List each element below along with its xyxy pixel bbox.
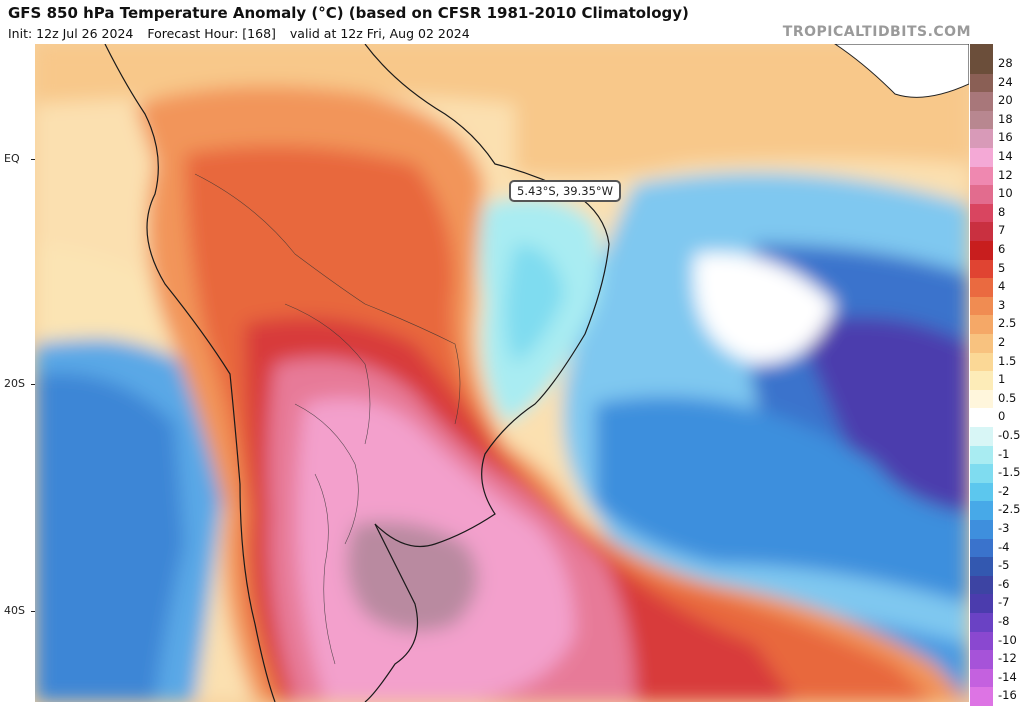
lat-label-40s: 40S (4, 604, 25, 617)
colorbar-swatch (970, 296, 993, 316)
lat-tick-20s (31, 384, 36, 385)
colorbar-swatch (970, 203, 993, 223)
colorbar-label: 4 (998, 279, 1006, 294)
colorbar-label: -5 (998, 558, 1010, 573)
colorbar-swatch (970, 557, 993, 577)
colorbar-swatch (970, 259, 993, 279)
colorbar-swatch (970, 278, 993, 298)
colorbar-label: 0 (998, 409, 1006, 424)
colorbar-label: -1.5 (998, 465, 1021, 480)
colorbar-label: 16 (998, 130, 1013, 145)
colorbar-swatch (970, 427, 993, 447)
colorbar-swatch (970, 92, 993, 112)
colorbar-swatch (970, 389, 993, 409)
colorbar-label: 1 (998, 372, 1006, 387)
forecast-hour: Forecast Hour: [168] (147, 26, 276, 41)
colorbar-swatch (970, 315, 993, 335)
colorbar-swatch (970, 594, 993, 614)
colorbar-label: -4 (998, 539, 1010, 554)
colorbar-label: -14 (998, 669, 1017, 684)
colorbar-swatch (970, 110, 993, 130)
colorbar-label: 12 (998, 167, 1013, 182)
colorbar-swatch (970, 352, 993, 372)
colorbar-label: 28 (998, 56, 1013, 70)
colorbar-swatch (970, 631, 993, 651)
map-subtitle: Init: 12z Jul 26 2024 Forecast Hour: [16… (8, 26, 480, 41)
colorbar-label: 1.5 (998, 353, 1017, 368)
colorbar-swatch (970, 148, 993, 168)
colorbar-label: 18 (998, 111, 1013, 126)
colorbar (970, 44, 993, 706)
colorbar-label: 3 (998, 297, 1006, 312)
colorbar-label: -2.5 (998, 502, 1021, 517)
valid-time: valid at 12z Fri, Aug 02 2024 (289, 26, 470, 41)
colorbar-label: 24 (998, 74, 1013, 89)
colorbar-label: -7 (998, 595, 1010, 610)
country-borders (194, 173, 461, 665)
colorbar-swatch (970, 334, 993, 354)
colorbar-label: -6 (998, 576, 1010, 591)
colorbar-label: 2.5 (998, 316, 1017, 331)
colorbar-label: 7 (998, 223, 1006, 238)
colorbar-label: -12 (998, 651, 1017, 666)
colorbar-swatch (970, 650, 993, 670)
anomaly-map[interactable] (35, 44, 969, 702)
colorbar-swatch (970, 464, 993, 484)
colorbar-swatch (970, 371, 993, 391)
colorbar-label: -1 (998, 446, 1010, 461)
coastlines (104, 44, 610, 702)
colorbar-label: -8 (998, 614, 1010, 628)
colorbar-swatch (970, 482, 993, 502)
colorbar-cap (970, 44, 993, 55)
lat-label-eq: EQ (4, 152, 20, 165)
colorbar-label: 8 (998, 204, 1006, 219)
colorbar-swatch (970, 538, 993, 558)
lat-tick-40s (31, 611, 36, 612)
colorbar-swatch (970, 129, 993, 149)
colorbar-swatch (970, 166, 993, 186)
colorbar-swatch (970, 222, 993, 242)
lat-tick-eq (31, 159, 36, 160)
colorbar-label: -0.5 (998, 428, 1021, 442)
colorbar-label: 2 (998, 335, 1006, 349)
colorbar-label: 20 (998, 93, 1013, 108)
colorbar-swatch (970, 185, 993, 205)
colorbar-swatch (970, 520, 993, 540)
colorbar-label: 10 (998, 186, 1013, 201)
colorbar-label: -16 (998, 688, 1017, 703)
colorbar-swatch (970, 668, 993, 688)
colorbar-swatch (970, 241, 993, 261)
colorbar-label: 0.5 (998, 390, 1017, 405)
colorbar-label: -10 (998, 632, 1017, 647)
colorbar-label: 6 (998, 242, 1006, 256)
source-watermark: TROPICALTIDBITS.COM (782, 24, 971, 40)
colorbar-label: 14 (998, 149, 1013, 163)
colorbar-swatch (970, 687, 993, 706)
init-time: Init: 12z Jul 26 2024 (8, 26, 134, 41)
colorbar-swatch (970, 501, 993, 521)
anomaly-field (35, 44, 969, 702)
colorbar-swatch (970, 55, 993, 75)
colorbar-swatch (970, 73, 993, 93)
map-title: GFS 850 hPa Temperature Anomaly (°C) (ba… (8, 4, 689, 22)
colorbar-label: -3 (998, 521, 1010, 535)
colorbar-swatch (970, 445, 993, 465)
lat-label-20s: 20S (4, 377, 25, 390)
colorbar-label: 5 (998, 260, 1006, 275)
colorbar-swatch (970, 575, 993, 595)
africa-landmass (834, 44, 969, 98)
cursor-coordinate-tooltip: 5.43°S, 39.35°W (509, 180, 622, 202)
colorbar-swatch (970, 408, 993, 428)
colorbar-swatch (970, 613, 993, 633)
colorbar-label: -2 (998, 483, 1010, 498)
